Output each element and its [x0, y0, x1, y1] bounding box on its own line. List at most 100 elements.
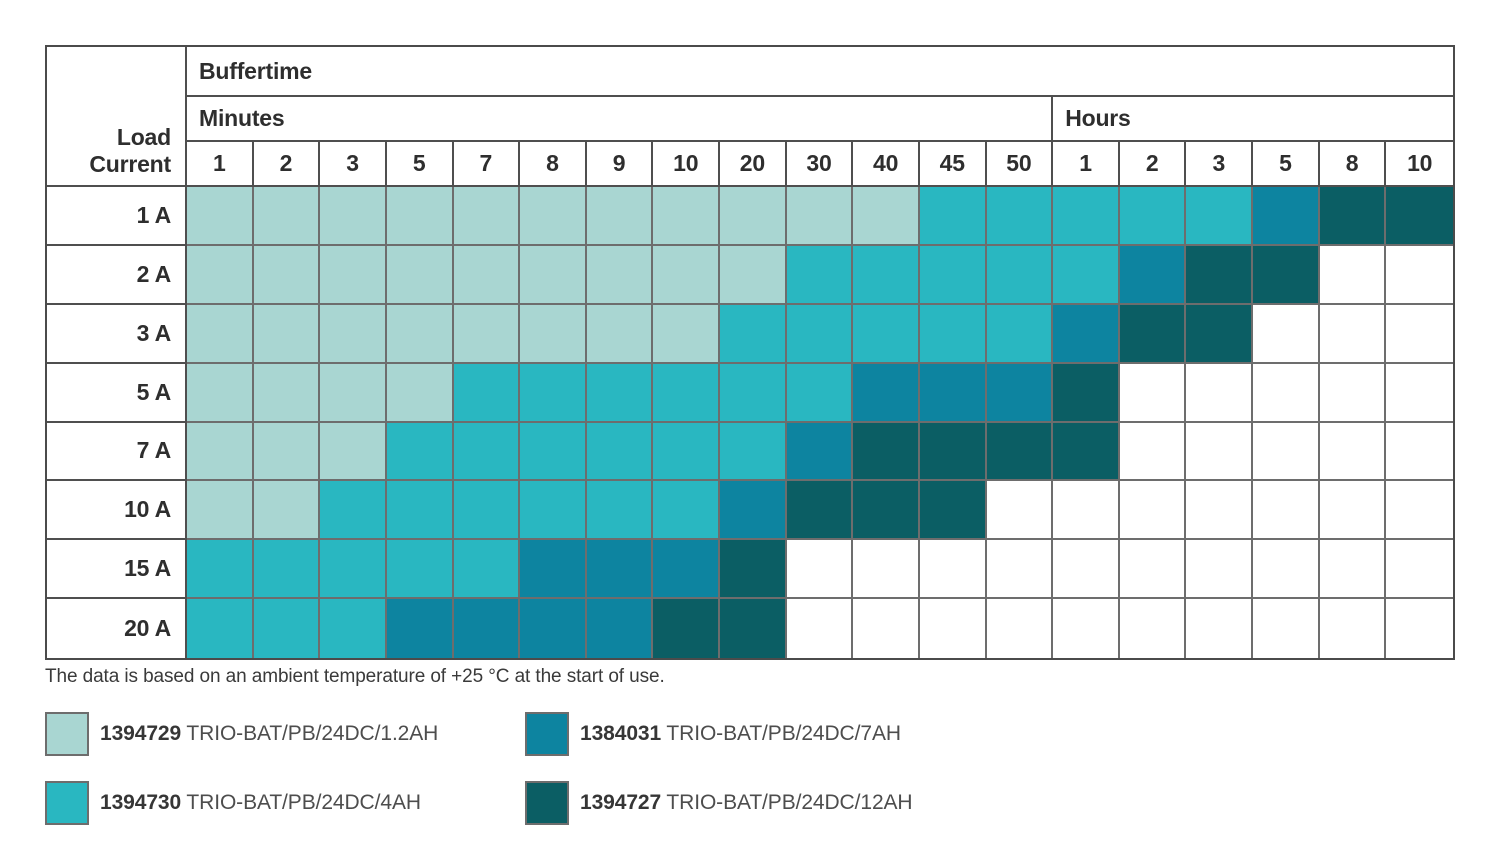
buffer-cell-15A-5min: [386, 540, 454, 600]
buffer-cell-7A-2min: [253, 422, 321, 482]
buffer-cell-15A-40min: [853, 540, 920, 600]
legend-label-1394727: 1394727 TRIO-BAT/PB/24DC/12AH: [580, 791, 913, 815]
col-header-min-45: 45: [919, 142, 987, 187]
row-label-3A: 3 A: [47, 304, 187, 364]
buffer-cell-1A-7min: [453, 187, 521, 246]
buffer-cell-5A-3min: [320, 363, 387, 423]
buffer-cell-2A-20min: [720, 245, 787, 305]
buffer-cell-20A-30min: [786, 599, 854, 658]
buffer-cell-3A-5h: [1253, 304, 1320, 364]
buffer-cell-3A-8h: [1319, 304, 1387, 364]
legend-product-name: TRIO-BAT/PB/24DC/12AH: [661, 791, 913, 814]
col-header-min-3: 3: [320, 142, 387, 187]
buffer-cell-1A-1min: [187, 187, 254, 246]
col-header-min-8: 8: [520, 142, 587, 187]
buffer-cell-20A-3min: [320, 599, 387, 658]
buffer-cell-15A-2min: [253, 540, 321, 600]
buffer-cell-2A-5min: [386, 245, 454, 305]
buffer-cell-1A-20min: [720, 187, 787, 246]
legend-item-1384031: 1384031 TRIO-BAT/PB/24DC/7AH: [525, 712, 1005, 756]
buffer-cell-15A-1h: [1053, 540, 1120, 600]
buffer-cell-3A-10h: [1386, 304, 1453, 364]
buffer-cell-20A-8min: [520, 599, 587, 658]
buffer-cell-10A-2h: [1119, 481, 1187, 541]
buffer-cell-3A-2h: [1119, 304, 1187, 364]
buffer-cell-10A-45min: [919, 481, 987, 541]
row-label-10A: 10 A: [47, 481, 187, 541]
buffer-cell-1A-40min: [853, 187, 920, 246]
buffer-cell-3A-3h: [1186, 304, 1254, 364]
buffer-cell-10A-20min: [720, 481, 787, 541]
buffer-cell-5A-7min: [453, 363, 521, 423]
buffer-cell-2A-9min: [586, 245, 654, 305]
buffertime-header: Buffertime: [187, 47, 1453, 97]
buffer-cell-3A-1min: [187, 304, 254, 364]
legend-product-name: TRIO-BAT/PB/24DC/7AH: [661, 722, 901, 745]
row-label-1A: 1 A: [47, 187, 187, 246]
buffer-cell-2A-30min: [786, 245, 854, 305]
buffer-cell-1A-3h: [1186, 187, 1254, 246]
buffer-cell-7A-8min: [520, 422, 587, 482]
legend-code: 1394730: [100, 791, 182, 814]
buffer-cell-3A-45min: [919, 304, 987, 364]
buffer-cell-7A-1min: [187, 422, 254, 482]
buffer-cell-7A-3h: [1186, 422, 1254, 482]
buffer-cell-1A-3min: [320, 187, 387, 246]
buffer-cell-5A-5min: [386, 363, 454, 423]
buffer-cell-2A-1h: [1053, 245, 1120, 305]
legend-item-1394730: 1394730 TRIO-BAT/PB/24DC/4AH: [45, 781, 525, 825]
buffer-cell-10A-10min: [653, 481, 721, 541]
buffer-cell-1A-5min: [386, 187, 454, 246]
buffer-cell-1A-9min: [586, 187, 654, 246]
buffer-cell-15A-3h: [1186, 540, 1254, 600]
buffer-cell-2A-50min: [986, 245, 1054, 305]
col-header-hr-1: 1: [1053, 142, 1120, 187]
buffer-cell-7A-5min: [386, 422, 454, 482]
load-current-label: Load Current: [47, 47, 187, 187]
buffer-cell-5A-30min: [786, 363, 854, 423]
col-header-hr-3: 3: [1186, 142, 1254, 187]
buffer-cell-15A-9min: [586, 540, 654, 600]
buffer-cell-2A-2h: [1119, 245, 1187, 305]
buffer-cell-3A-8min: [520, 304, 587, 364]
buffer-cell-10A-1h: [1053, 481, 1120, 541]
buffer-cell-7A-30min: [786, 422, 854, 482]
col-header-min-9: 9: [586, 142, 654, 187]
legend-code: 1384031: [580, 722, 662, 745]
hours-header: Hours: [1053, 97, 1453, 142]
buffer-cell-7A-8h: [1319, 422, 1387, 482]
buffer-cell-20A-10h: [1386, 599, 1453, 658]
buffer-cell-5A-5h: [1253, 363, 1320, 423]
buffer-cell-15A-50min: [986, 540, 1054, 600]
buffer-cell-7A-7min: [453, 422, 521, 482]
buffer-cell-20A-3h: [1186, 599, 1254, 658]
col-header-hr-5: 5: [1253, 142, 1320, 187]
legend-label-1384031: 1384031 TRIO-BAT/PB/24DC/7AH: [580, 722, 901, 746]
buffer-cell-1A-1h: [1053, 187, 1120, 246]
buffer-cell-2A-10min: [653, 245, 721, 305]
minutes-header: Minutes: [187, 97, 1054, 142]
buffer-cell-2A-7min: [453, 245, 521, 305]
buffer-cell-15A-45min: [919, 540, 987, 600]
buffer-cell-5A-9min: [586, 363, 654, 423]
buffer-cell-3A-7min: [453, 304, 521, 364]
buffer-cell-3A-2min: [253, 304, 321, 364]
row-label-20A: 20 A: [47, 599, 187, 658]
footnote: The data is based on an ambient temperat…: [45, 666, 665, 687]
buffer-cell-2A-8min: [520, 245, 587, 305]
buffer-cell-7A-50min: [986, 422, 1054, 482]
col-header-min-20: 20: [720, 142, 787, 187]
col-header-hr-8: 8: [1319, 142, 1387, 187]
col-header-min-10: 10: [653, 142, 721, 187]
buffer-cell-5A-2h: [1119, 363, 1187, 423]
buffer-cell-7A-10min: [653, 422, 721, 482]
buffer-cell-10A-40min: [853, 481, 920, 541]
buffer-cell-20A-10min: [653, 599, 721, 658]
buffer-cell-20A-50min: [986, 599, 1054, 658]
buffer-cell-10A-10h: [1386, 481, 1453, 541]
buffer-cell-2A-3h: [1186, 245, 1254, 305]
buffer-cell-20A-2min: [253, 599, 321, 658]
buffer-cell-7A-3min: [320, 422, 387, 482]
legend-swatch-1384031: [525, 712, 569, 756]
col-header-hr-2: 2: [1119, 142, 1187, 187]
